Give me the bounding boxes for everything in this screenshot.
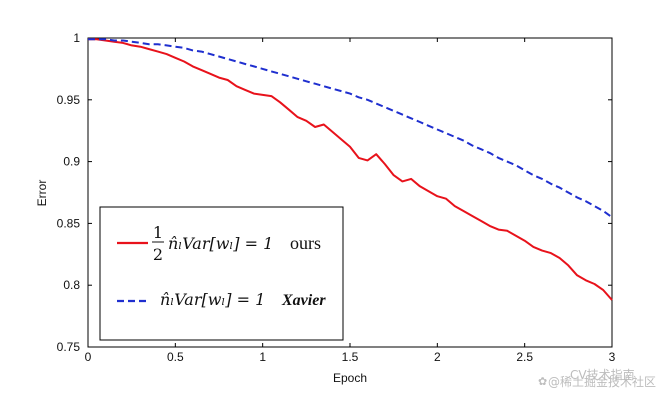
watermark-icon: ✿	[538, 375, 547, 388]
x-tick-label: 0.5	[167, 350, 184, 364]
x-tick-label: 2.5	[516, 350, 533, 364]
legend-ours-formula: n̂ₗVar[wₗ] = 1	[168, 234, 273, 253]
x-tick-label: 1	[259, 350, 266, 364]
series-line-xavier	[88, 38, 613, 219]
y-tick-label: 0.75	[57, 340, 81, 354]
series-layer	[88, 38, 613, 301]
x-axis-title: Epoch	[333, 371, 367, 385]
axis-ticks: 0 0.5 1 1.5 2 2.5 3 0.75 0.8 0.85 0.9 0.95 1	[57, 31, 616, 364]
x-tick-label: 0	[85, 350, 92, 364]
legend-xavier-label: Xavier	[281, 292, 326, 309]
legend-ours-fraction-num: 1	[153, 223, 163, 242]
watermark-text: @稀土掘金技术社区	[548, 374, 656, 389]
legend-ours-fraction-den: 2	[153, 245, 163, 264]
legend-ours-label: ours	[290, 233, 321, 253]
y-tick-label: 0.9	[63, 155, 80, 169]
legend-xavier-formula: n̂ₗVar[wₗ] = 1	[160, 290, 265, 309]
y-tick-label: 1	[73, 31, 80, 45]
watermark-overlay: CV技术指南	[570, 367, 635, 382]
y-tick-label: 0.95	[57, 93, 81, 107]
x-tick-label: 2	[434, 350, 441, 364]
y-tick-label: 0.85	[57, 216, 81, 230]
legend-box	[99, 206, 344, 341]
x-tick-label: 3	[609, 350, 616, 364]
legend: 1 2 n̂ₗVar[wₗ] = 1 ours n̂ₗVar[wₗ] = 1 X…	[99, 206, 344, 341]
series-line-ours	[88, 38, 613, 301]
x-tick-label: 1.5	[342, 350, 359, 364]
y-tick-label: 0.8	[63, 278, 80, 292]
watermark: ✿ CV技术指南 @稀土掘金技术社区	[538, 367, 656, 389]
y-axis-title: Error	[35, 180, 49, 207]
